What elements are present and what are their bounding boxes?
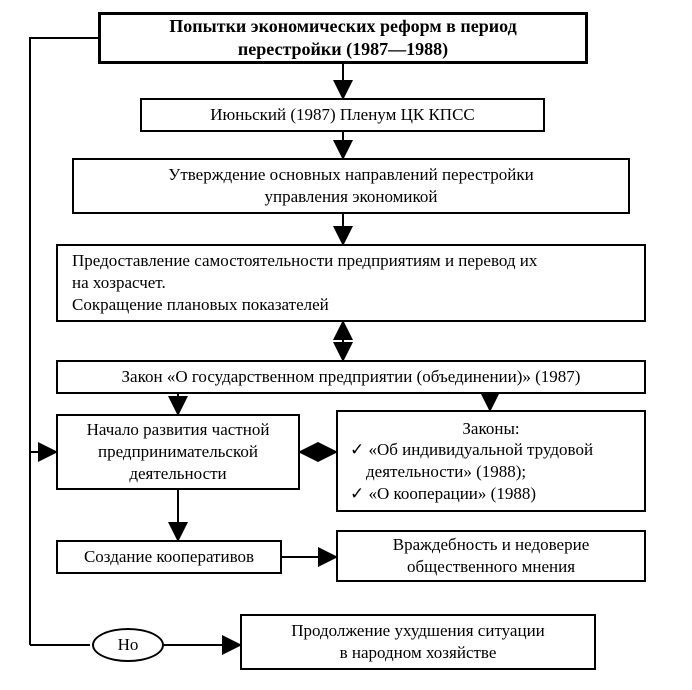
independence-line1: Предоставление самостоятельности предпри… — [72, 250, 537, 272]
worsening-line2: в народном хозяйстве — [340, 642, 497, 664]
check-icon: ✓ — [350, 440, 364, 459]
coops-box: Создание кооперативов — [56, 540, 282, 574]
private-line2: предпринимательской — [98, 441, 258, 463]
private-line3: деятельности — [129, 463, 226, 485]
independence-line2: на хозрасчет. — [72, 272, 166, 294]
laws88-title: Законы: — [350, 418, 632, 440]
laws88-item2-row: ✓ «О кооперации» (1988) — [350, 483, 536, 505]
laws88-item1-row: ✓ «Об индивидуальной трудовой — [350, 439, 593, 461]
hostility-box: Враждебность и недоверие общественного м… — [336, 530, 646, 582]
worsening-box: Продолжение ухудшения ситуации в народно… — [240, 614, 596, 670]
approval-line1: Утверждение основных направлений перестр… — [168, 164, 533, 186]
laws88-item2: «О кооперации» (1988) — [369, 484, 536, 503]
hostility-line1: Враждебность и недоверие — [393, 534, 590, 556]
law87-text: Закон «О государственном предприятии (об… — [122, 366, 581, 388]
laws88-item1: «Об индивидуальной трудовой — [369, 440, 594, 459]
private-box: Начало развития частной предпринимательс… — [56, 414, 300, 490]
approval-box: Утверждение основных направлений перестр… — [72, 158, 630, 214]
but-ellipse: Но — [92, 628, 164, 662]
plenum-box: Июньский (1987) Пленум ЦК КПСС — [140, 98, 545, 132]
plenum-text: Июньский (1987) Пленум ЦК КПСС — [210, 104, 475, 126]
laws88-item1b: деятельности» (1988); — [350, 461, 526, 483]
but-text: Но — [118, 635, 139, 655]
coops-text: Создание кооперативов — [84, 546, 254, 568]
title-line2: перестройки (1987—1988) — [238, 38, 448, 61]
independence-line3: Сокращение плановых показателей — [72, 294, 329, 316]
hostility-line2: общественного мнения — [407, 556, 575, 578]
law87-box: Закон «О государственном предприятии (об… — [56, 360, 646, 394]
title-line1: Попытки экономических реформ в период — [169, 15, 516, 38]
approval-line2: управления экономикой — [264, 186, 437, 208]
title-box: Попытки экономических реформ в период пе… — [98, 12, 588, 64]
independence-box: Предоставление самостоятельности предпри… — [56, 244, 646, 322]
laws88-box: Законы: ✓ «Об индивидуальной трудовой де… — [336, 410, 646, 512]
worsening-line1: Продолжение ухудшения ситуации — [291, 620, 545, 642]
check-icon: ✓ — [350, 484, 364, 503]
private-line1: Начало развития частной — [87, 419, 270, 441]
